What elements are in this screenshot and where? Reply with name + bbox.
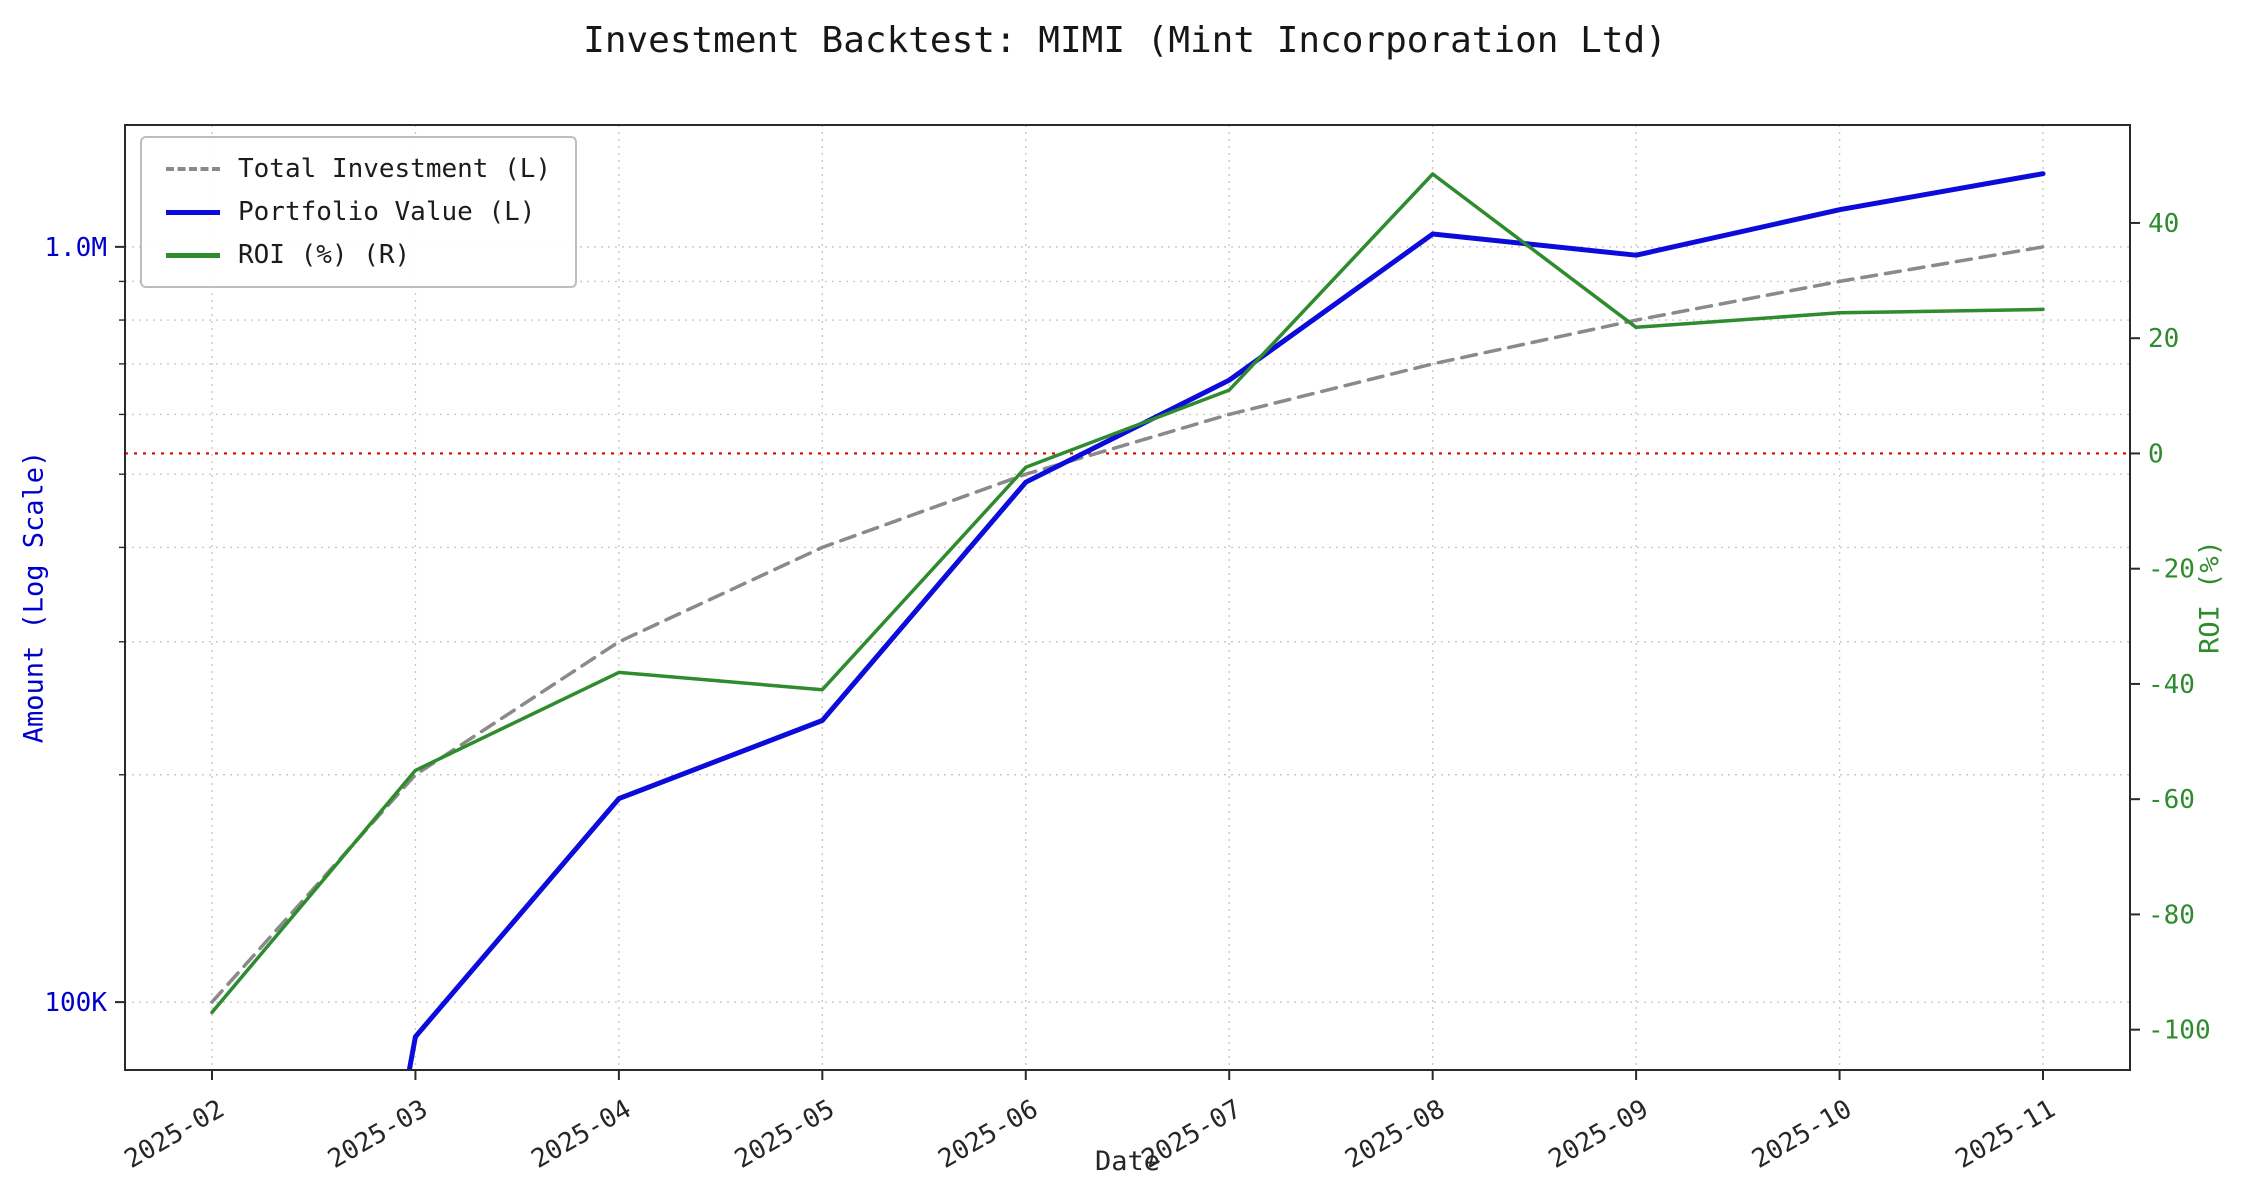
- right-tick-label: 20: [2148, 324, 2179, 354]
- right-tick-label: -100: [2148, 1016, 2211, 1046]
- right-tick-label: -80: [2148, 900, 2195, 930]
- right-tick-label: 0: [2148, 439, 2164, 469]
- legend-label: Portfolio Value (L): [238, 197, 536, 227]
- legend-item-roi: ROI (%) (R): [166, 240, 551, 270]
- y-axis-left-label: Amount (Log Scale): [18, 450, 50, 744]
- left-tick-label: 100K: [44, 988, 107, 1018]
- chart-legend: Total Investment (L) Portfolio Value (L)…: [140, 136, 578, 288]
- right-tick-label: -20: [2148, 555, 2195, 585]
- legend-label: ROI (%) (R): [238, 240, 411, 270]
- legend-item-total-investment: Total Investment (L): [166, 154, 551, 184]
- series-line-0: [210, 245, 2045, 1004]
- legend-line-sample-roi: [166, 252, 220, 258]
- right-tick-label: 40: [2148, 209, 2179, 239]
- legend-item-portfolio-value: Portfolio Value (L): [166, 197, 551, 227]
- y-axis-right-label: ROI (%): [2194, 540, 2226, 654]
- legend-line-sample-portfolio-value: [166, 209, 220, 215]
- series-line-2: [210, 172, 2045, 1015]
- plot-border: [124, 124, 2131, 1071]
- left-tick-label: 1.0M: [44, 233, 107, 263]
- legend-label: Total Investment (L): [238, 154, 552, 184]
- x-axis-label: Date: [1094, 1146, 1161, 1177]
- legend-line-sample-total-investment: [166, 167, 220, 171]
- right-tick-label: -40: [2148, 670, 2195, 700]
- right-tick-label: -60: [2148, 785, 2195, 815]
- series-line-1: [406, 171, 2046, 1070]
- chart-title: Investment Backtest: MIMI (Mint Incorpor…: [583, 20, 1667, 61]
